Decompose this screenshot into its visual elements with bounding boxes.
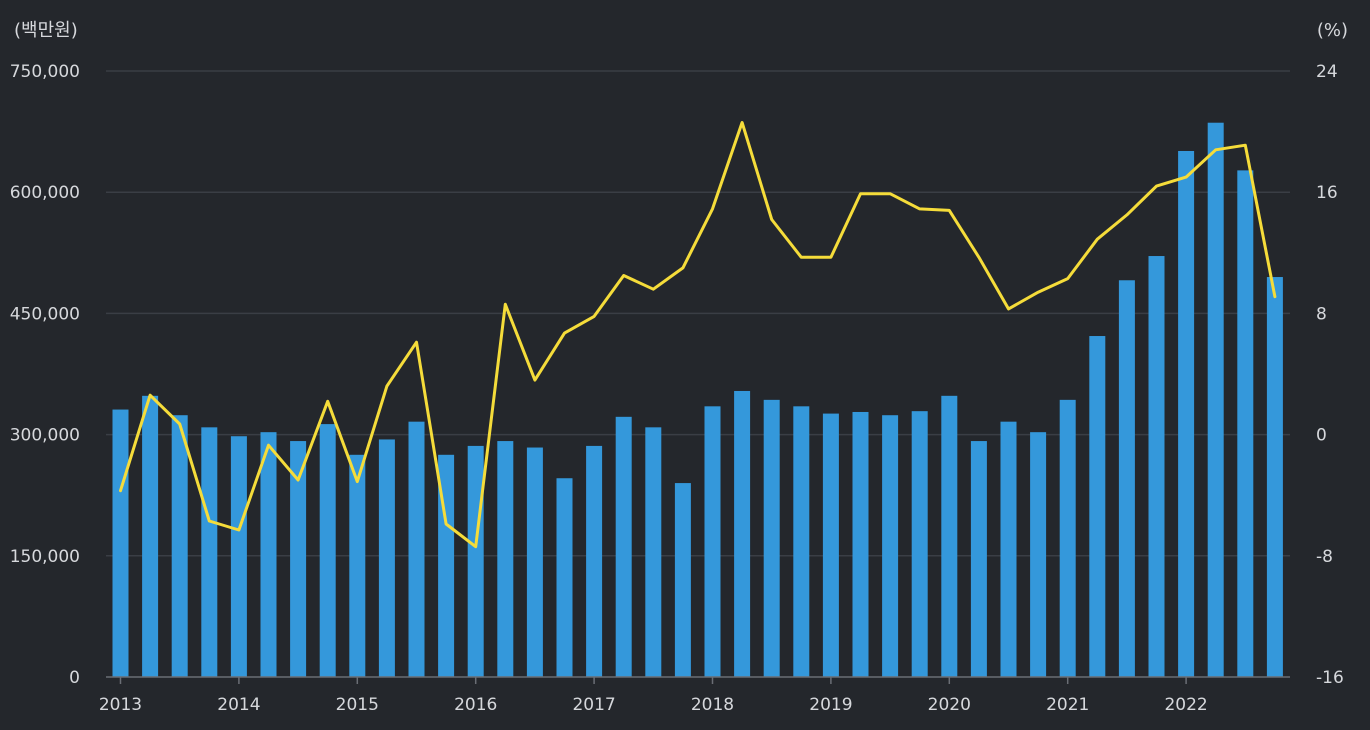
right-tick-label: 0	[1316, 426, 1327, 446]
x-tick-label: 2015	[336, 695, 379, 715]
bar	[260, 432, 277, 677]
right-tick-label: 8	[1316, 304, 1327, 324]
bar	[704, 406, 721, 677]
bar	[378, 439, 395, 677]
bar	[911, 411, 928, 677]
left-tick-label: 450,000	[10, 304, 80, 324]
x-tick-label: 2019	[809, 695, 852, 715]
bar	[142, 395, 159, 677]
left-tick-label: 0	[69, 668, 80, 688]
bar	[763, 399, 780, 677]
left-tick-label: 300,000	[10, 426, 80, 446]
bar	[1030, 432, 1047, 677]
bar	[822, 413, 839, 677]
right-axis-ticks: -16 -8 0 8 16 24	[1316, 62, 1344, 688]
x-tick-label: 2020	[928, 695, 971, 715]
x-tick-label: 2013	[99, 695, 142, 715]
bar	[230, 436, 247, 677]
left-axis-unit: (백만원)	[14, 20, 78, 41]
bar	[1089, 336, 1106, 677]
bar	[1059, 399, 1076, 677]
bar	[586, 445, 603, 677]
bar	[349, 454, 366, 677]
x-tick-label: 2016	[454, 695, 497, 715]
line-series	[119, 121, 1277, 549]
bar	[1148, 256, 1165, 677]
bar	[438, 454, 455, 677]
bar	[319, 424, 336, 677]
bar	[1266, 277, 1283, 677]
bar	[290, 441, 307, 677]
right-tick-label: -8	[1316, 547, 1333, 567]
right-tick-label: 16	[1316, 183, 1338, 203]
left-axis-ticks: 0 150,000 300,000 450,000 600,000 750,000	[10, 62, 80, 688]
bar	[171, 415, 188, 677]
bar	[615, 416, 632, 677]
bar	[1178, 150, 1195, 677]
bar	[674, 483, 691, 677]
bar	[201, 427, 218, 677]
x-tick-label: 2022	[1164, 695, 1207, 715]
x-tick-label: 2021	[1046, 695, 1089, 715]
bar	[526, 447, 543, 677]
x-tick-label: 2014	[217, 695, 260, 715]
rate-line	[119, 121, 1277, 549]
bar	[1207, 122, 1224, 678]
bar	[1118, 280, 1135, 677]
bar	[467, 445, 484, 677]
bar	[882, 415, 899, 677]
bar	[408, 421, 425, 677]
bar	[793, 406, 810, 677]
bar	[852, 411, 869, 677]
bar	[1237, 170, 1254, 677]
bar	[112, 409, 129, 677]
right-axis-unit: (%)	[1317, 20, 1348, 41]
left-tick-label: 150,000	[10, 547, 80, 567]
bar	[556, 478, 573, 677]
right-tick-label: 24	[1316, 62, 1338, 82]
bar	[970, 441, 987, 677]
left-tick-label: 600,000	[10, 183, 80, 203]
x-tick-label: 2018	[691, 695, 734, 715]
gridlines	[106, 70, 1290, 557]
left-tick-label: 750,000	[10, 62, 80, 82]
bar	[1000, 421, 1017, 677]
bar	[497, 441, 514, 677]
bar	[941, 395, 958, 677]
x-tick-label: 2017	[572, 695, 615, 715]
bar	[645, 427, 662, 677]
right-tick-label: -16	[1316, 668, 1344, 688]
x-axis: 2013 2014 2015 2016 2017 2018 2019 2020 2021 2022	[99, 676, 1290, 715]
bar-series	[112, 122, 1283, 678]
bar	[734, 390, 751, 677]
